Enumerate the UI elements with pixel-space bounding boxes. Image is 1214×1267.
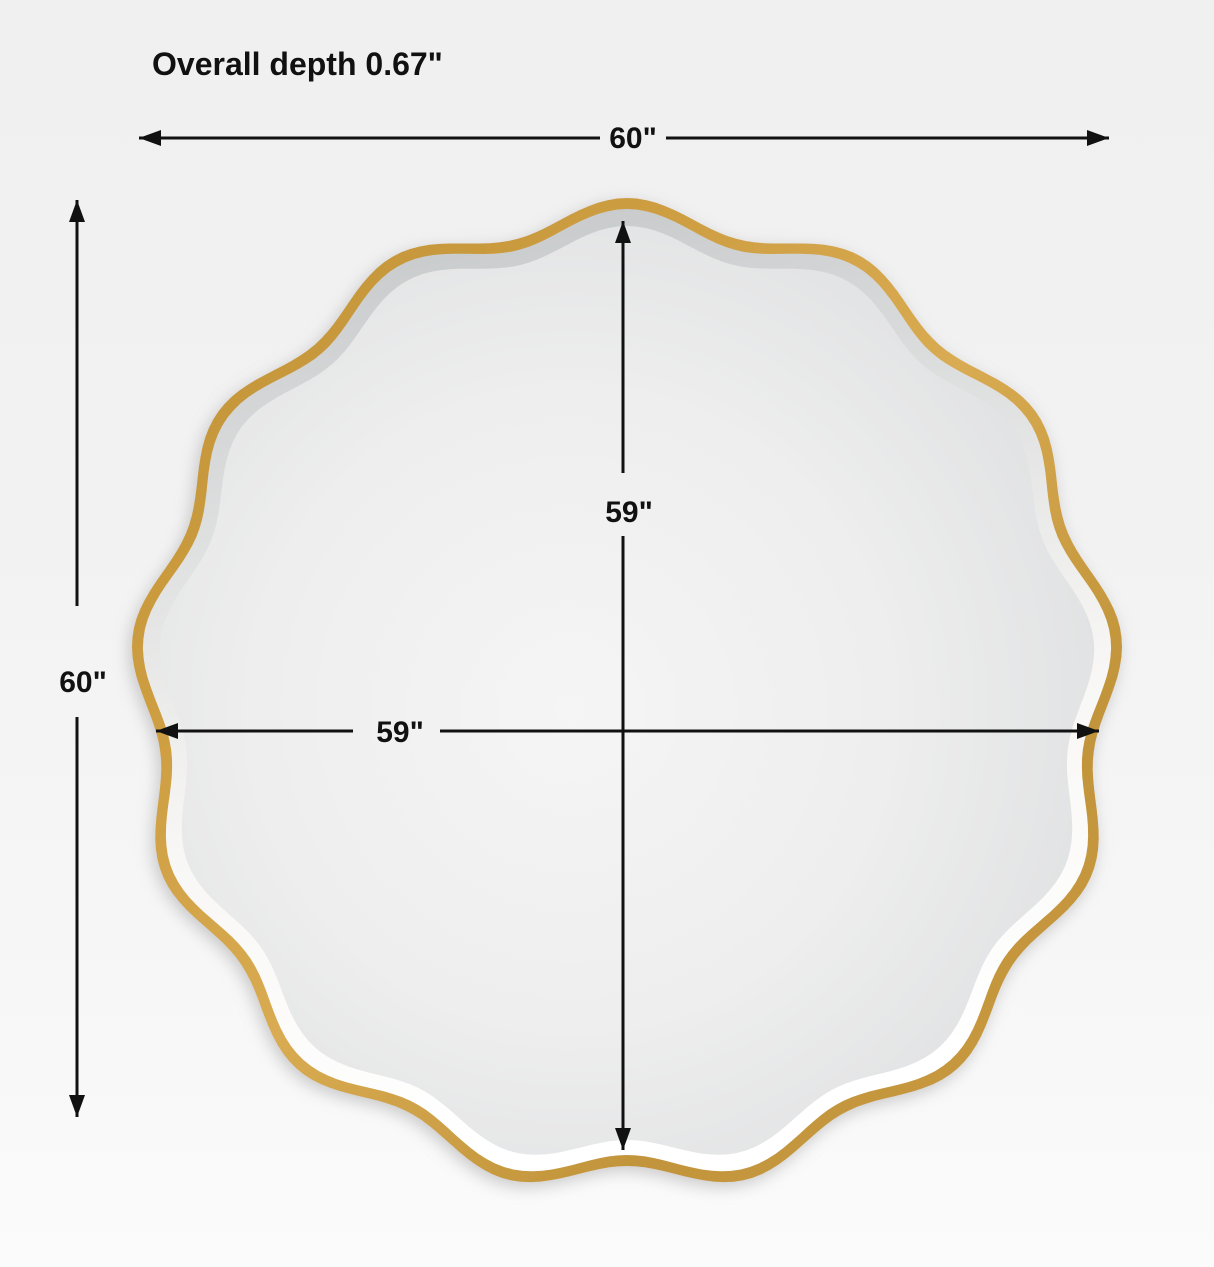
outer-width-label: 60": [609, 122, 657, 155]
overall-depth-label: Overall depth 0.67": [152, 46, 443, 82]
inner-width-label: 59": [376, 716, 424, 749]
inner-width-dimension: 59": [156, 716, 1099, 749]
mirror-image: [132, 198, 1122, 1183]
outer-height-label: 60": [59, 666, 107, 699]
outer-height-dimension: 60": [59, 200, 107, 1117]
mirror-face: [159, 226, 1095, 1155]
inner-height-label: 59": [605, 496, 653, 529]
inner-height-dimension: 59": [605, 221, 653, 1150]
outer-width-dimension: 60": [139, 122, 1109, 155]
